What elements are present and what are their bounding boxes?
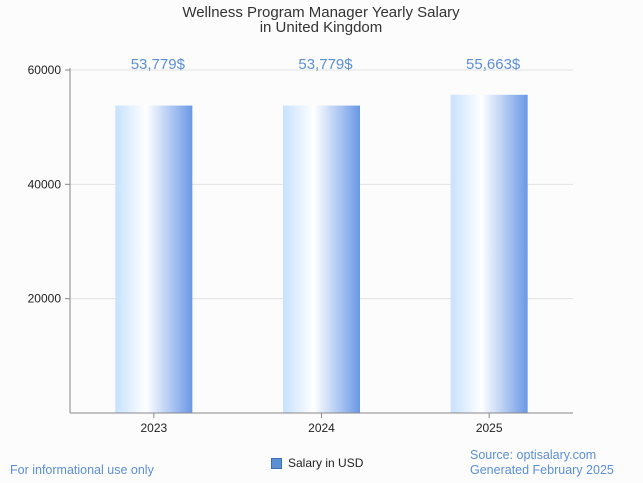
y-tick-label: 20000 bbox=[28, 292, 62, 306]
data-label: 53,779$ bbox=[298, 56, 353, 73]
chart-title: Wellness Program Manager Yearly Salaryin… bbox=[182, 4, 460, 36]
bar-2024 bbox=[283, 105, 360, 413]
source-text: Source: optisalary.com bbox=[470, 448, 597, 462]
legend-swatch bbox=[271, 457, 282, 469]
data-label: 53,779$ bbox=[131, 56, 186, 73]
generated-text: Generated February 2025 bbox=[470, 463, 614, 477]
bar-2023 bbox=[115, 105, 193, 413]
bars bbox=[115, 94, 528, 413]
x-tick-label: 2024 bbox=[308, 421, 335, 435]
source-block: Source: optisalary.com Generated Februar… bbox=[470, 448, 614, 478]
legend-label: Salary in USD bbox=[288, 456, 364, 470]
y-tick-label: 40000 bbox=[28, 177, 62, 191]
y-tick-labels: 20000 40000 60000 bbox=[28, 63, 62, 306]
data-label: 55,663$ bbox=[466, 56, 521, 73]
y-tick-label: 60000 bbox=[28, 63, 62, 77]
x-tick-label: 2025 bbox=[476, 421, 503, 435]
legend: Salary in USD bbox=[271, 456, 363, 470]
bar-2025 bbox=[450, 94, 528, 413]
disclaimer-text: For informational use only bbox=[10, 463, 154, 477]
data-labels: 53,779$ 53,779$ 55,663$ bbox=[131, 56, 521, 73]
title-line-1: Wellness Program Manager Yearly Salary bbox=[182, 4, 460, 21]
x-tick-label: 2023 bbox=[140, 421, 167, 435]
x-tick-labels: 2023 2024 2025 bbox=[140, 413, 503, 435]
title-line-2: in United Kingdom bbox=[260, 19, 383, 36]
